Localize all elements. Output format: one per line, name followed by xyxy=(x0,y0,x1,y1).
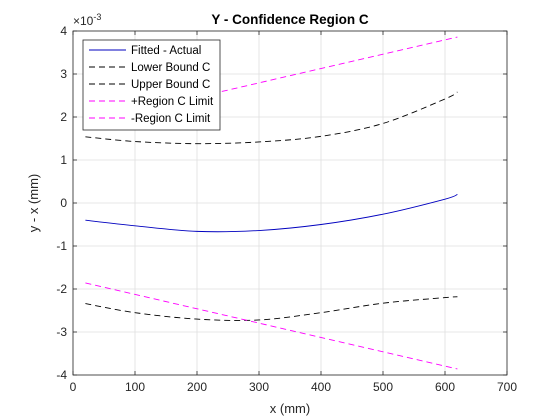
y-tick-label: -1 xyxy=(56,239,67,253)
y-tick-label: 2 xyxy=(60,110,67,124)
x-tick-label: 300 xyxy=(249,380,269,394)
y-tick-label: 3 xyxy=(60,67,67,81)
y-tick-label: -4 xyxy=(56,368,67,382)
y-tick-label: 1 xyxy=(60,153,67,167)
y-exponent-label: ×10-3 xyxy=(73,12,101,28)
x-tick-label: 200 xyxy=(187,380,207,394)
legend-label-lower-bound-c: Lower Bound C xyxy=(131,62,210,74)
chart-title: Y - Confidence Region C xyxy=(211,12,369,27)
x-tick-label: 600 xyxy=(435,380,455,394)
legend-label-upper-bound-c: Upper Bound C xyxy=(131,79,210,91)
series-line-fitted-actual xyxy=(85,193,458,233)
x-tick-label: 400 xyxy=(311,380,331,394)
x-axis-label: x (mm) xyxy=(270,401,310,416)
legend-label-fitted-actual: Fitted - Actual xyxy=(131,45,201,57)
series-line-upper-bound-c xyxy=(85,91,458,145)
y-tick-label: -2 xyxy=(56,282,67,296)
y-axis-label: y - x (mm) xyxy=(26,174,41,232)
legend-box xyxy=(82,39,221,131)
tick-labels: 0 100 200 300 400 500 600 700 -4 -3 -2 -1 0 1 2 3 4 xyxy=(56,24,517,394)
series-line-minus-region-c-limit xyxy=(85,282,458,370)
x-tick-label: 500 xyxy=(373,380,393,394)
y-tick-label: 0 xyxy=(60,196,67,210)
legend-label-minus-region-c-limit: -Region C Limit xyxy=(131,113,211,125)
series-line-lower-bound-c xyxy=(85,296,458,321)
x-tick-label: 0 xyxy=(70,380,77,394)
legend: Fitted - Actual Lower Bound C Upper Bound … xyxy=(82,39,221,131)
y-tick-label: -3 xyxy=(56,325,67,339)
y-tick-label: 4 xyxy=(60,24,67,38)
x-tick-label: 100 xyxy=(125,380,145,394)
legend-label-plus-region-c-limit: +Region C Limit xyxy=(131,96,214,108)
x-tick-label: 700 xyxy=(497,380,517,394)
axis-ticks xyxy=(72,30,508,376)
